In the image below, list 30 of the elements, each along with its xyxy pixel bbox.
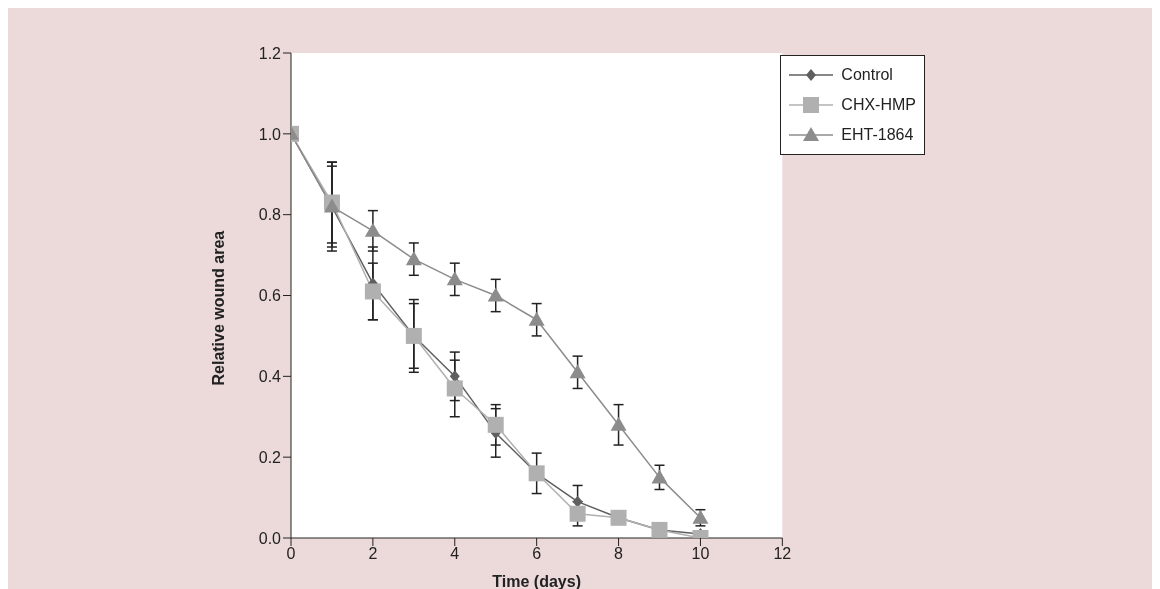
x-tick-label: 10 <box>691 545 710 563</box>
point <box>446 380 463 397</box>
y-tick-label: 0.4 <box>258 368 282 386</box>
legend-label: CHX-HMP <box>841 96 916 114</box>
point <box>364 222 381 237</box>
point <box>405 251 422 266</box>
point <box>569 364 586 379</box>
legend-label: EHT-1864 <box>841 126 914 144</box>
point <box>487 416 504 433</box>
point <box>528 311 545 326</box>
point <box>651 469 668 484</box>
y-axis-title: Relative wound area <box>209 230 227 386</box>
x-tick-label: 4 <box>450 545 460 563</box>
x-tick-label: 8 <box>614 545 624 563</box>
x-tick-label: 6 <box>532 545 542 563</box>
y-tick-label: 0.6 <box>258 287 282 305</box>
y-tick-label: 0.2 <box>258 448 282 466</box>
point <box>487 287 504 302</box>
legend-label: Control <box>841 66 893 84</box>
x-tick-label: 0 <box>286 545 296 563</box>
y-tick-label: 0.0 <box>258 529 282 547</box>
y-tick-label: 1.0 <box>258 125 282 143</box>
x-tick-label: 2 <box>368 545 378 563</box>
point <box>446 271 463 286</box>
x-tick-label: 12 <box>773 545 792 563</box>
point <box>569 505 586 522</box>
y-tick-label: 0.8 <box>258 206 282 224</box>
point <box>364 283 381 300</box>
y-tick-label: 1.2 <box>258 44 282 62</box>
point <box>610 416 627 431</box>
